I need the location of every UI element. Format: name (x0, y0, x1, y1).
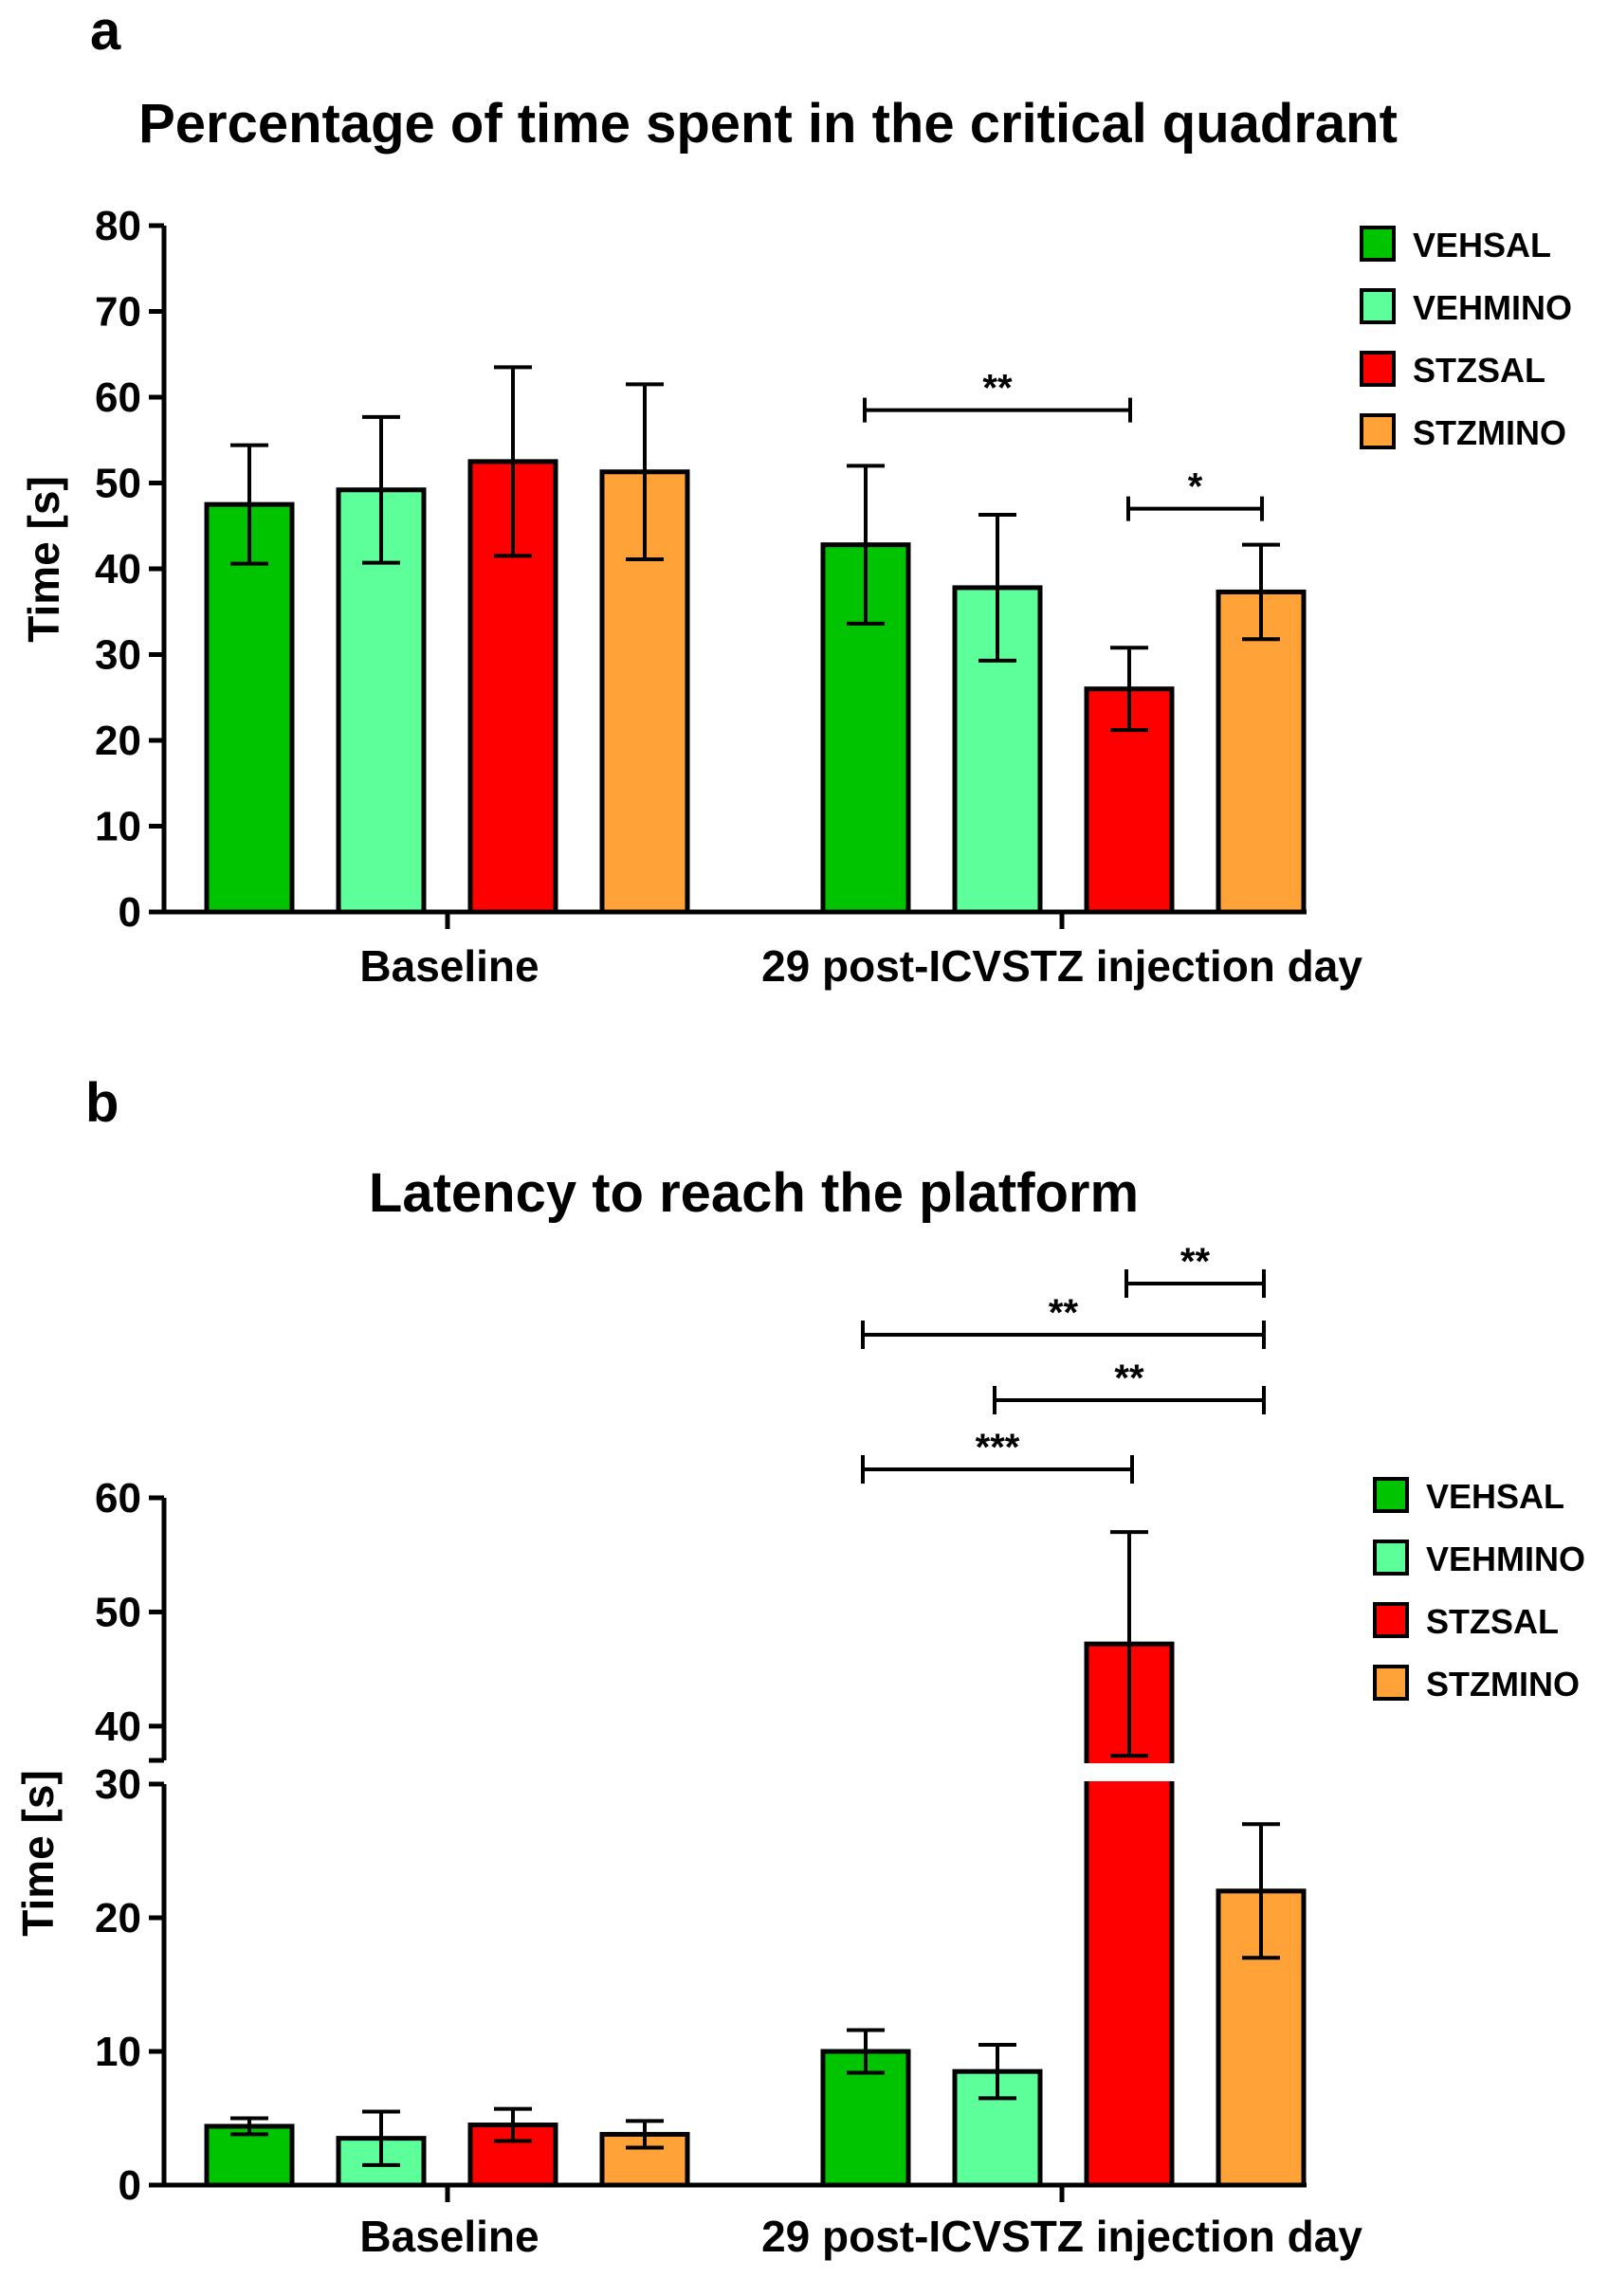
y-tick-label-50: 50 (95, 1589, 141, 1635)
y-tick-label-30: 30 (95, 1761, 141, 1808)
chart-b-category-day29: 29 post-ICVSTZ injection day (761, 2212, 1362, 2261)
y-tick-label-0: 0 (119, 889, 141, 936)
sig-label-a-0: ** (982, 368, 1013, 410)
sig-label-b-2: ** (1049, 1292, 1079, 1334)
legend-label-vehmino: VEHMINO (1413, 288, 1572, 327)
legend-label-stzsal: STZSAL (1413, 351, 1545, 390)
chart-a-title: Percentage of time spent in the critical… (138, 93, 1398, 155)
chart-b-category-baseline: Baseline (359, 2212, 539, 2261)
chart-a-category-baseline: Baseline (359, 941, 539, 991)
sig-label-b-1: ** (1114, 1358, 1144, 1399)
bar-stzmino-day29 (1216, 589, 1307, 915)
chart-b: 0102030405060*********VEHSALVEHMINOSTZSA… (95, 1241, 1585, 2209)
legend-swatch-stzsal (1373, 1602, 1409, 1638)
legend-swatch-vehmino (1360, 288, 1396, 324)
chart-a-ylabel: Time [s] (19, 476, 68, 643)
y-tick-label-20: 20 (95, 718, 141, 764)
panel-letter-b: b (85, 1072, 119, 1134)
y-tick-label-40: 40 (95, 546, 141, 592)
bar-vehmino-day29 (952, 585, 1043, 915)
legend-label-stzsal: STZSAL (1426, 1602, 1559, 1641)
bar-vehsal-baseline (204, 501, 295, 915)
bar-vehsal-baseline (204, 2123, 295, 2188)
axis-break-gap (1081, 1763, 1178, 1781)
y-tick-label-0: 0 (119, 2162, 141, 2209)
legend-label-vehsal: VEHSAL (1413, 226, 1551, 264)
y-tick-label-10: 10 (95, 804, 141, 850)
legend-swatch-stzmino (1373, 1665, 1409, 1701)
legend-label-stzmino: STZMINO (1426, 1665, 1580, 1704)
y-tick-label-50: 50 (95, 461, 141, 507)
legend-label-vehmino: VEHMINO (1426, 1540, 1585, 1578)
bar-vehsal-day29 (820, 542, 911, 915)
panel-letter-a: a (90, 0, 121, 62)
bar-stzsal-baseline (467, 2123, 558, 2188)
sig-label-b-0: *** (976, 1427, 1020, 1468)
chart-b-title: Latency to reach the platform (369, 1162, 1139, 1224)
chart-a: 01020304050607080***VEHSALVEHMINOSTZSALS… (95, 203, 1572, 936)
chart-b-ylabel: Time [s] (13, 1770, 63, 1937)
y-tick-label-60: 60 (95, 374, 141, 421)
y-tick-label-10: 10 (95, 2029, 141, 2075)
sig-label-a-1: * (1188, 466, 1203, 508)
y-tick-label-80: 80 (95, 203, 141, 249)
legend-swatch-vehsal (1373, 1477, 1409, 1513)
y-tick-label-20: 20 (95, 1895, 141, 1941)
legend-label-stzmino: STZMINO (1413, 413, 1566, 452)
legend-swatch-stzmino (1360, 413, 1396, 449)
legend-swatch-vehsal (1360, 226, 1396, 262)
legend-swatch-stzsal (1360, 351, 1396, 387)
legend-label-vehsal: VEHSAL (1426, 1477, 1564, 1516)
y-tick-label-60: 60 (95, 1475, 141, 1522)
legend-swatch-vehmino (1373, 1540, 1409, 1576)
sig-label-b-3: ** (1180, 1241, 1211, 1283)
y-tick-label-70: 70 (95, 289, 141, 336)
y-tick-label-30: 30 (95, 632, 141, 679)
chart-a-category-day29: 29 post-ICVSTZ injection day (761, 941, 1362, 991)
y-tick-label-40: 40 (95, 1704, 141, 1750)
